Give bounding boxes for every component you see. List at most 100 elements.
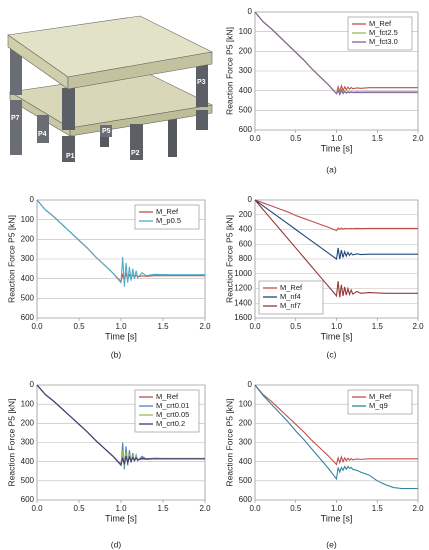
series-line — [254, 199, 418, 260]
y-tick-label: 0 — [248, 380, 253, 389]
legend — [134, 204, 200, 230]
x-tick-label: 0.5 — [290, 134, 302, 143]
x-tick-label: 1.5 — [372, 504, 384, 513]
column-label: P4 — [38, 131, 47, 138]
y-tick-label: 800 — [239, 254, 253, 263]
x-axis-label: Time [s] — [105, 331, 137, 341]
series-line — [254, 11, 418, 97]
x-tick-label: 0.0 — [249, 504, 261, 513]
legend-label: M_crt0.05 — [156, 410, 189, 419]
x-tick-label: 1.5 — [157, 504, 169, 513]
legend-label: M_Ref — [280, 283, 303, 292]
legend-label: M_crt0.01 — [156, 401, 189, 410]
series-line — [254, 199, 418, 232]
y-tick-label: 600 — [21, 313, 35, 322]
y-tick-label: 100 — [21, 215, 35, 224]
series-line — [36, 384, 205, 466]
legend-label: M_nf7 — [280, 301, 301, 310]
y-tick-label: 1200 — [234, 284, 252, 293]
x-tick-label: 1.0 — [331, 322, 343, 331]
x-tick-label: 2.0 — [199, 504, 211, 513]
legend-label: M_fct2.5 — [369, 28, 398, 37]
series-line — [36, 199, 205, 287]
y-tick-label: 0 — [248, 195, 253, 204]
y-tick-label: 0 — [248, 7, 253, 16]
caption: (a) — [326, 164, 337, 174]
y-tick-label: 300 — [21, 254, 35, 263]
x-tick-label: 1.0 — [331, 504, 343, 513]
x-tick-label: 1.0 — [115, 322, 127, 331]
building: P1 P2 P3 P4 P5 P7 — [7, 15, 213, 162]
y-axis-label: Reaction Force P5 [kN] — [6, 215, 16, 303]
y-tick-label: 200 — [239, 210, 253, 219]
y-tick-label: 200 — [239, 418, 253, 427]
x-tick-label: 0.5 — [290, 322, 302, 331]
y-tick-label: 500 — [239, 105, 253, 114]
x-tick-label: 1.5 — [157, 322, 169, 331]
x-tick-label: 1.0 — [331, 134, 343, 143]
y-tick-label: 0 — [30, 380, 35, 389]
legend-label: M_nf4 — [280, 292, 301, 301]
y-tick-label: 1600 — [234, 313, 252, 322]
x-tick-label: 0.0 — [31, 322, 43, 331]
y-axis-label: Reaction Force P5 [kN] — [224, 27, 234, 115]
series-line — [254, 384, 418, 466]
x-tick-label: 2.0 — [412, 504, 424, 513]
y-tick-label: 500 — [21, 476, 35, 485]
x-axis-label: Time [s] — [105, 513, 137, 523]
caption: (b) — [111, 349, 122, 359]
y-axis-label: Reaction Force P5 [kN] — [224, 399, 234, 487]
legend-label: M_Ref — [369, 19, 392, 28]
caption: (e) — [326, 539, 337, 549]
x-axis-label: Time [s] — [321, 331, 353, 341]
legend-label: M_Ref — [156, 392, 179, 401]
y-tick-label: 300 — [239, 66, 253, 75]
x-tick-label: 1.5 — [372, 322, 384, 331]
y-tick-label: 400 — [239, 457, 253, 466]
x-tick-label: 0.0 — [249, 134, 261, 143]
series-line — [254, 384, 418, 490]
y-tick-label: 600 — [239, 239, 253, 248]
column-label: P1 — [66, 153, 75, 160]
y-tick-label: 400 — [239, 225, 253, 234]
legend-label: M_Ref — [156, 207, 179, 216]
y-tick-label: 1000 — [234, 269, 252, 278]
caption: (d) — [111, 539, 122, 549]
x-tick-label: 2.0 — [412, 134, 424, 143]
y-tick-label: 400 — [21, 457, 35, 466]
x-axis-label: Time [s] — [321, 143, 353, 153]
y-axis-label: Reaction Force P5 [kN] — [224, 215, 234, 303]
x-tick-label: 0.5 — [290, 504, 302, 513]
y-tick-label: 500 — [21, 293, 35, 302]
legend-label: M_crt0.2 — [156, 419, 185, 428]
column-label: P2 — [131, 150, 140, 157]
x-tick-label: 0.5 — [73, 504, 85, 513]
y-axis-label: Reaction Force P5 [kN] — [6, 399, 16, 487]
caption: (c) — [327, 349, 337, 359]
x-tick-label: 2.0 — [199, 322, 211, 331]
y-tick-label: 1400 — [234, 298, 252, 307]
x-tick-label: 1.5 — [372, 134, 384, 143]
y-tick-label: 0 — [30, 195, 35, 204]
legend-label: M_Ref — [369, 392, 392, 401]
y-tick-label: 200 — [239, 46, 253, 55]
y-tick-label: 300 — [21, 438, 35, 447]
y-tick-label: 100 — [239, 399, 253, 408]
y-tick-label: 100 — [21, 399, 35, 408]
y-tick-label: 400 — [21, 274, 35, 283]
legend-label: M_q9 — [369, 401, 388, 410]
x-tick-label: 0.0 — [31, 504, 43, 513]
x-tick-label: 0.0 — [249, 322, 261, 331]
y-tick-label: 500 — [239, 476, 253, 485]
y-tick-label: 400 — [239, 86, 253, 95]
column-label: P3 — [197, 79, 206, 86]
series-line — [254, 199, 418, 298]
legend — [347, 389, 413, 415]
legend-label: M_fct3.0 — [369, 37, 398, 46]
